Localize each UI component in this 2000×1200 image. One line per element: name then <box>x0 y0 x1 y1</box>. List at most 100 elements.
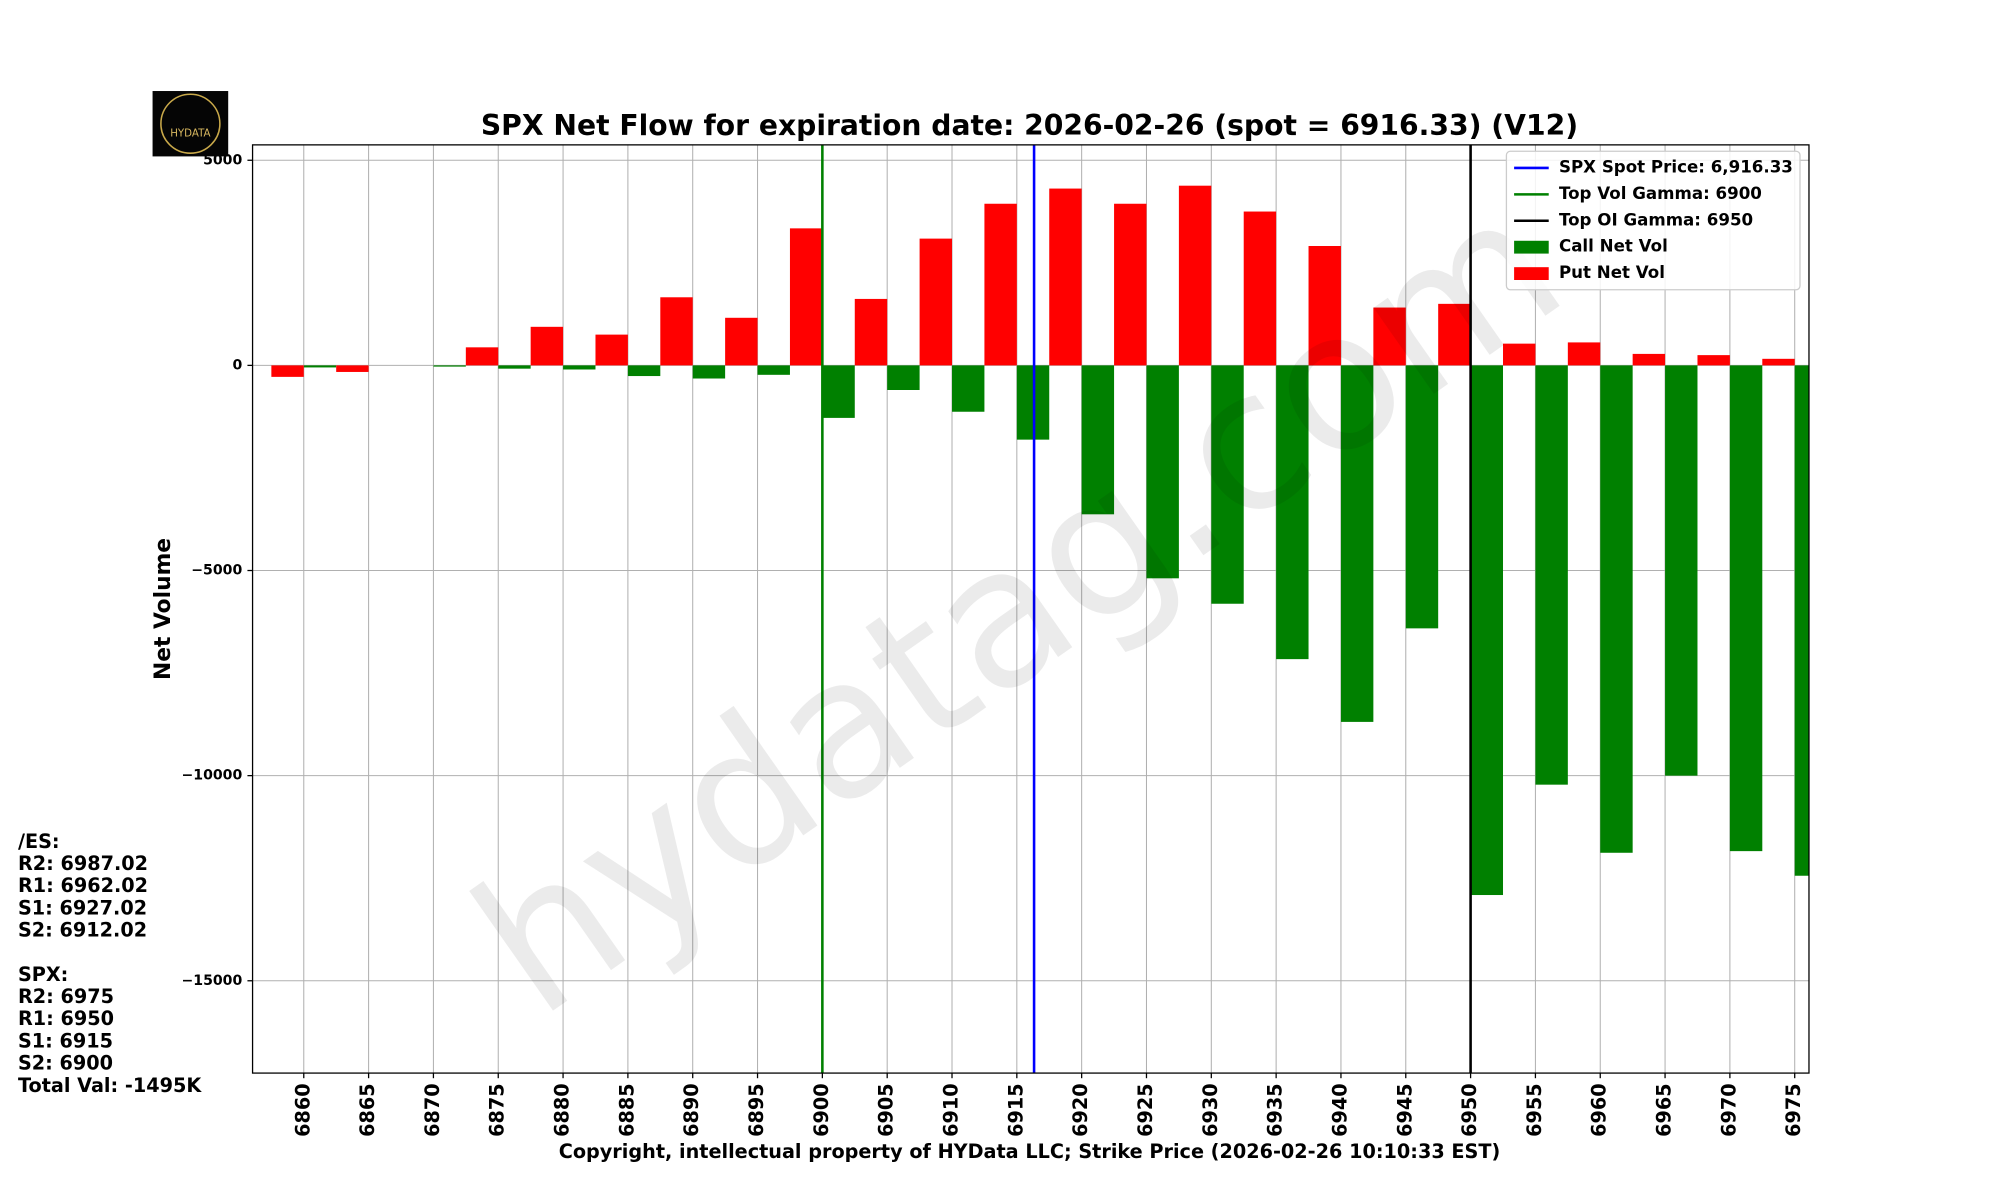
bar <box>1665 365 1698 776</box>
x-tick-label: 6895 <box>745 1083 768 1136</box>
bar <box>854 298 888 366</box>
legend-box <box>1505 150 1801 291</box>
bar <box>1438 303 1471 366</box>
x-tick-label: 6935 <box>1264 1083 1287 1137</box>
bar <box>1146 365 1179 579</box>
bar <box>919 238 953 366</box>
bar <box>1405 365 1439 629</box>
level-text: S1: 6927.02 <box>18 896 147 919</box>
x-tick-label: 6965 <box>1653 1083 1676 1137</box>
bar <box>660 297 693 366</box>
bar <box>1308 246 1341 366</box>
x-tick-label: 6890 <box>680 1083 703 1136</box>
level-text: S2: 6900 <box>18 1052 113 1075</box>
level-text: R1: 6950 <box>18 1007 114 1030</box>
bar <box>1794 365 1809 876</box>
bar <box>1276 365 1309 660</box>
x-tick-label: 6920 <box>1069 1083 1092 1137</box>
x-tick-label: 6955 <box>1523 1083 1546 1136</box>
logo-text: HYDATA <box>170 127 210 139</box>
bar <box>1049 188 1082 366</box>
bar <box>1729 365 1763 852</box>
legend: SPX Spot Price: 6,916.33 Top Vol Gamma: 6… <box>1505 150 1801 291</box>
bar <box>757 365 790 375</box>
x-tick-label: 6905 <box>875 1083 898 1137</box>
x-tick-label: 6870 <box>421 1083 444 1136</box>
y-tick-label: −5000 <box>191 563 242 579</box>
x-tick-label: 6945 <box>1393 1083 1416 1136</box>
x-tick-label: 6950 <box>1458 1083 1481 1137</box>
bar <box>1600 365 1633 853</box>
bar <box>1114 203 1147 366</box>
bar <box>465 347 499 366</box>
x-tick-label: 6975 <box>1782 1083 1805 1136</box>
bar <box>1178 185 1212 366</box>
bar <box>1470 365 1504 896</box>
legend-label: Call Net Vol <box>1559 237 1668 256</box>
bar <box>1503 343 1536 366</box>
x-tick-label: 6915 <box>1004 1083 1027 1137</box>
x-tick-label: 6865 <box>356 1083 379 1136</box>
bar <box>887 365 920 391</box>
x-tick-label: 6885 <box>615 1083 638 1136</box>
legend-swatch <box>1514 240 1549 254</box>
level-text: S2: 6912.02 <box>18 919 147 942</box>
bar <box>692 365 726 379</box>
bar <box>303 365 337 368</box>
chart-title: SPX Net Flow for expiration date: 2026-0… <box>481 109 1578 142</box>
y-tick-label: 0 <box>232 357 242 373</box>
legend-label: SPX Spot Price: 6,916.33 <box>1559 157 1793 176</box>
x-tick-label: 6860 <box>291 1083 314 1136</box>
y-tick-label: −15000 <box>181 973 242 989</box>
bar <box>271 365 304 377</box>
x-tick-label: 6940 <box>1328 1083 1351 1136</box>
bar <box>530 326 564 366</box>
x-tick-label: 6925 <box>1134 1083 1157 1136</box>
bar <box>984 203 1017 366</box>
bar <box>498 365 531 369</box>
y-axis-label: Net Volume <box>151 538 176 680</box>
legend-label: Put Net Vol <box>1559 263 1665 282</box>
bar <box>1762 358 1795 366</box>
bar <box>595 334 628 366</box>
bar <box>725 317 758 366</box>
legend-label: Top OI Gamma: 6950 <box>1559 210 1753 229</box>
legend-label: Top Vol Gamma: 6900 <box>1559 184 1762 203</box>
plot-frame <box>251 144 1810 1074</box>
level-text: R2: 6975 <box>18 985 114 1008</box>
bar <box>563 365 596 370</box>
bar <box>1535 365 1568 785</box>
level-text: R2: 6987.02 <box>18 852 148 875</box>
bar <box>1373 307 1406 366</box>
bar <box>1567 342 1601 366</box>
level-text: /ES: <box>18 830 60 853</box>
y-tick-label: −10000 <box>181 768 242 784</box>
bar <box>336 365 369 372</box>
bar <box>822 365 855 418</box>
logo-ring <box>160 93 221 154</box>
x-tick-label: 6900 <box>810 1083 833 1136</box>
bar <box>1211 365 1244 604</box>
level-text: S1: 6915 <box>18 1029 113 1052</box>
x-tick-label: 6875 <box>486 1083 509 1136</box>
logo-box <box>152 91 229 157</box>
bar <box>1632 353 1666 366</box>
legend-swatch <box>1514 267 1549 280</box>
bar <box>789 228 823 366</box>
x-tick-label: 6880 <box>551 1083 574 1136</box>
reference-lines <box>821 144 1472 1074</box>
x-tick-label: 6910 <box>940 1083 963 1136</box>
level-text: SPX: <box>18 963 68 986</box>
bar <box>433 365 466 367</box>
x-axis-label: Copyright, intellectual property of HYDa… <box>559 1140 1501 1163</box>
bar <box>1340 365 1374 722</box>
x-tick-label: 6930 <box>1199 1083 1222 1136</box>
bar <box>1243 211 1277 366</box>
bar <box>1697 355 1730 366</box>
bars <box>271 185 1809 896</box>
bar <box>1081 365 1115 515</box>
level-text: Total Val: -1495K <box>18 1074 202 1097</box>
